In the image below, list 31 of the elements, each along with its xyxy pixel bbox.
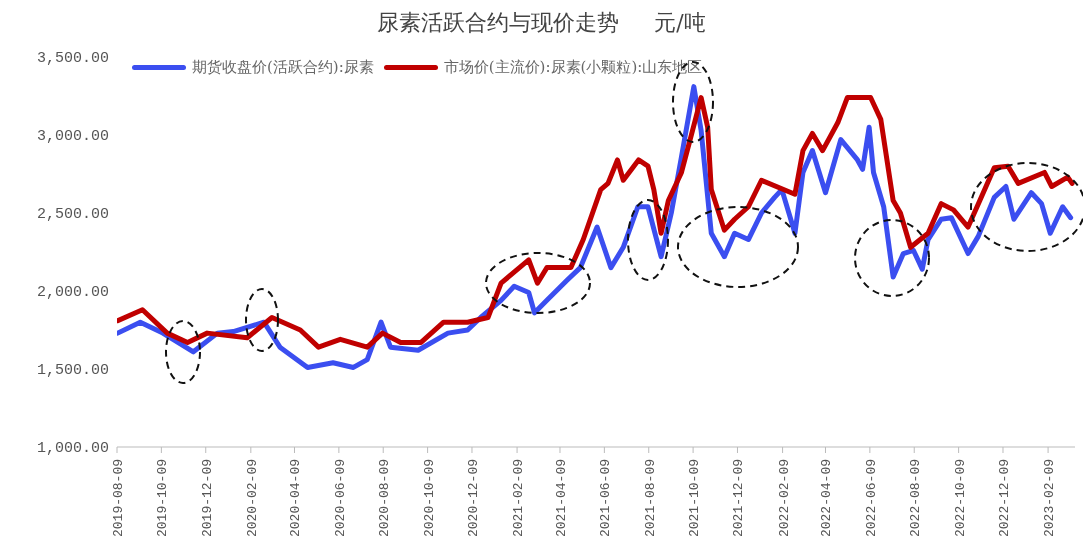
x-tick-label: 2020-12-09 <box>465 459 481 538</box>
x-tick-label: 2021-08-09 <box>642 459 658 538</box>
y-tick-label: 3,500.00 <box>36 50 109 68</box>
x-tick-label: 2023-02-09 <box>1042 459 1058 538</box>
legend-label: 期货收盘价(活跃合约):尿素 <box>192 58 374 77</box>
x-tick-label: 2022-08-09 <box>908 459 924 538</box>
x-tick-label: 2020-10-09 <box>421 459 437 538</box>
x-tick-label: 2019-12-09 <box>199 459 215 538</box>
y-tick-label: 2,000.00 <box>36 284 109 302</box>
x-tick-label: 2019-10-09 <box>155 459 171 538</box>
x-tick-label: 2022-06-09 <box>863 459 879 538</box>
legend-label: 市场价(主流价):尿素(小颗粒):山东地区 <box>443 58 703 77</box>
x-tick-label: 2021-10-09 <box>687 459 703 538</box>
x-tick-label: 2019-08-09 <box>111 459 126 538</box>
x-tick-label: 2021-06-09 <box>598 459 614 538</box>
y-tick-label: 1,000.00 <box>36 440 109 458</box>
x-tick-label: 2022-12-09 <box>996 459 1012 538</box>
x-tick-label: 2022-04-09 <box>819 459 835 538</box>
x-tick-label: 2020-08-09 <box>377 459 393 538</box>
chart-title: 尿素活跃合约与现价走势 元/吨 <box>376 9 707 37</box>
y-tick-label: 3,000.00 <box>36 128 109 146</box>
x-tick-label: 2021-04-09 <box>553 459 569 538</box>
x-tick-label: 2022-10-09 <box>952 459 968 538</box>
y-tick-label: 2,500.00 <box>36 206 109 224</box>
x-tick-label: 2020-04-09 <box>288 459 304 538</box>
x-tick-label: 2022-02-09 <box>776 459 792 538</box>
x-tick-label: 2020-06-09 <box>332 459 348 538</box>
x-tick-label: 2020-02-09 <box>244 459 260 538</box>
x-tick-label: 2021-02-09 <box>511 459 527 538</box>
y-tick-label: 1,500.00 <box>36 362 109 380</box>
x-tick-label: 2021-12-09 <box>731 459 747 538</box>
